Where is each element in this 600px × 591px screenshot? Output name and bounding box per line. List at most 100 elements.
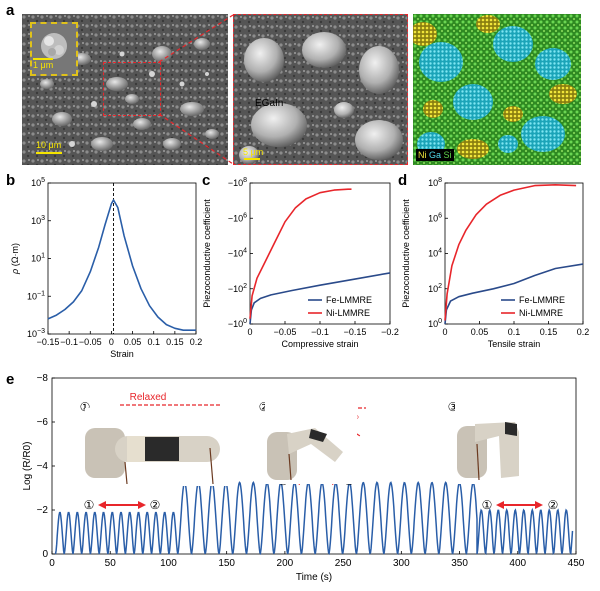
finger-relaxed-drawing xyxy=(85,428,220,485)
x-tick-label-b: 0.15 xyxy=(166,337,184,347)
x-tick-label-c: −0.2 xyxy=(381,327,399,337)
x-axis-label-e: Time (s) xyxy=(296,572,332,583)
y-tick-label-d: 102 xyxy=(428,283,442,294)
zoom-scale-label: 5 μm xyxy=(243,147,264,157)
panel-label-c: c xyxy=(202,172,211,189)
y-axis-label-c: Piezoconductive coefficient xyxy=(202,199,212,308)
y-tick-label-c: −104 xyxy=(228,248,247,259)
finger-photo-90 xyxy=(455,402,547,484)
finger-45-drawing xyxy=(267,428,343,481)
legend-label-d: Ni-LMMRE xyxy=(519,308,563,318)
x-tick-label-e: 300 xyxy=(393,558,410,569)
state-number-label: ③ xyxy=(448,400,459,414)
zoom-region-box xyxy=(103,62,161,116)
inset-scale-label: 1 μm xyxy=(33,60,54,70)
panel-label-d: d xyxy=(398,172,408,189)
y-axis-label-e: Log (R/R0) xyxy=(22,442,33,491)
legend-label-d: Fe-LMMRE xyxy=(519,295,565,305)
chart-d: 0 0.05 0.1 0.15 0.2 108 106 104 102 100 Tensile st… xyxy=(401,177,589,349)
y-tick-label-b: 101 xyxy=(31,253,45,264)
x-tick-label-e: 100 xyxy=(160,558,177,569)
chart-b: −0.15 −0.1 −0.05 0 0.05 0.1 0.15 0.2 105 103 101 10… xyxy=(10,177,202,359)
transition-arrow-head-right xyxy=(138,501,146,509)
relaxed-label: Relaxed xyxy=(130,392,167,403)
finger-photo-45 xyxy=(265,402,357,484)
y-axis-label-b: ρ (Ω·m) xyxy=(10,243,20,275)
x-tick-label-c: −0.05 xyxy=(274,327,297,337)
state-number-label: ② xyxy=(548,498,559,512)
panel-label-b: b xyxy=(6,172,16,189)
state-number-label: ② xyxy=(150,498,161,512)
x-tick-label-e: 200 xyxy=(277,558,294,569)
inset-scale-bar xyxy=(33,58,53,60)
x-tick-label-d: 0.15 xyxy=(540,327,558,337)
y-tick-label-b: 10−3 xyxy=(27,328,45,339)
eds-legend-ga: Ga xyxy=(429,150,442,160)
finger-photo-relaxed xyxy=(85,408,230,486)
series-line-d-0 xyxy=(444,263,584,325)
series-line-c-0 xyxy=(249,272,391,325)
y-tick-label-c: −102 xyxy=(228,283,247,294)
x-axis-label-b: Strain xyxy=(110,349,134,359)
x-tick-label-c: −0.1 xyxy=(311,327,329,337)
series-line-d-1 xyxy=(444,184,577,321)
x-tick-label-d: 0.1 xyxy=(508,327,521,337)
state-number-label: ① xyxy=(482,498,493,512)
state-number-label: ① xyxy=(80,400,91,414)
sem-zoom-texture xyxy=(234,15,407,164)
x-axis-label-d: Tensile strain xyxy=(488,339,541,349)
eds-map-image xyxy=(413,14,581,165)
main-scale-bar xyxy=(36,152,62,154)
series-line-c-1 xyxy=(249,188,352,319)
plot-frame-b xyxy=(47,182,197,335)
x-tick-label-d: 0.2 xyxy=(577,327,590,337)
y-tick-label-d: 104 xyxy=(428,248,442,259)
y-tick-label-c: −100 xyxy=(228,318,247,329)
charts-bcd-canvas: −0.15 −0.1 −0.05 0 0.05 0.1 0.15 0.2 105 103 101 10… xyxy=(10,177,589,359)
sem-zoom-image xyxy=(233,14,408,165)
y-tick-label-d: 108 xyxy=(428,177,442,188)
x-tick-label-e: 0 xyxy=(49,558,55,569)
state-number-label: ② xyxy=(259,400,270,414)
y-tick-label-e: −8 xyxy=(37,373,49,384)
panel-label-a: a xyxy=(6,2,15,19)
zoom-connector-lines xyxy=(158,14,234,165)
y-tick-label-b: 10−1 xyxy=(27,290,45,301)
main-scale-label: 10 μm xyxy=(36,140,62,150)
transition-arrow-head-left xyxy=(98,501,106,509)
y-tick-label-e: −4 xyxy=(37,461,49,472)
x-tick-label-b: 0.05 xyxy=(124,337,142,347)
eds-legend: Ni Ga Si xyxy=(416,149,454,161)
x-tick-label-e: 350 xyxy=(451,558,468,569)
egain-label: EGaIn xyxy=(255,98,284,109)
y-tick-label-c: −108 xyxy=(228,177,247,188)
chart-c: 0 −0.05 −0.1 −0.15 −0.2 −108 −106 −104 −102 −100 C… xyxy=(202,177,399,349)
x-tick-label-c: −0.15 xyxy=(344,327,367,337)
sem-inset-particle xyxy=(41,33,67,59)
transition-arrow-head-right xyxy=(535,501,543,509)
x-tick-label-c: 0 xyxy=(247,327,252,337)
x-tick-label-b: −0.15 xyxy=(37,337,60,347)
eds-legend-si: Si xyxy=(443,150,452,160)
state-number-label: ① xyxy=(84,498,95,512)
finger-90-drawing xyxy=(457,422,519,481)
transition-arrow-head-left xyxy=(496,501,504,509)
y-tick-label-c: −106 xyxy=(228,212,247,223)
y-tick-label-b: 105 xyxy=(31,177,45,188)
y-tick-label-d: 106 xyxy=(428,212,442,223)
y-tick-label-e: −6 xyxy=(37,417,49,428)
x-tick-label-d: 0.05 xyxy=(471,327,489,337)
x-tick-label-e: 400 xyxy=(509,558,526,569)
legend-label-c: Ni-LMMRE xyxy=(326,308,370,318)
x-tick-label-e: 50 xyxy=(105,558,117,569)
x-tick-label-b: 0.1 xyxy=(147,337,160,347)
x-tick-label-e: 150 xyxy=(218,558,235,569)
y-tick-label-b: 103 xyxy=(31,215,45,226)
y-tick-label-e: 0 xyxy=(42,549,48,560)
series-line-e xyxy=(54,481,574,556)
x-tick-label-d: 0 xyxy=(442,327,447,337)
series-line-b-0 xyxy=(47,199,196,331)
y-tick-label-e: −2 xyxy=(37,505,49,516)
x-tick-label-e: 250 xyxy=(335,558,352,569)
sem-inset-box xyxy=(30,22,78,76)
